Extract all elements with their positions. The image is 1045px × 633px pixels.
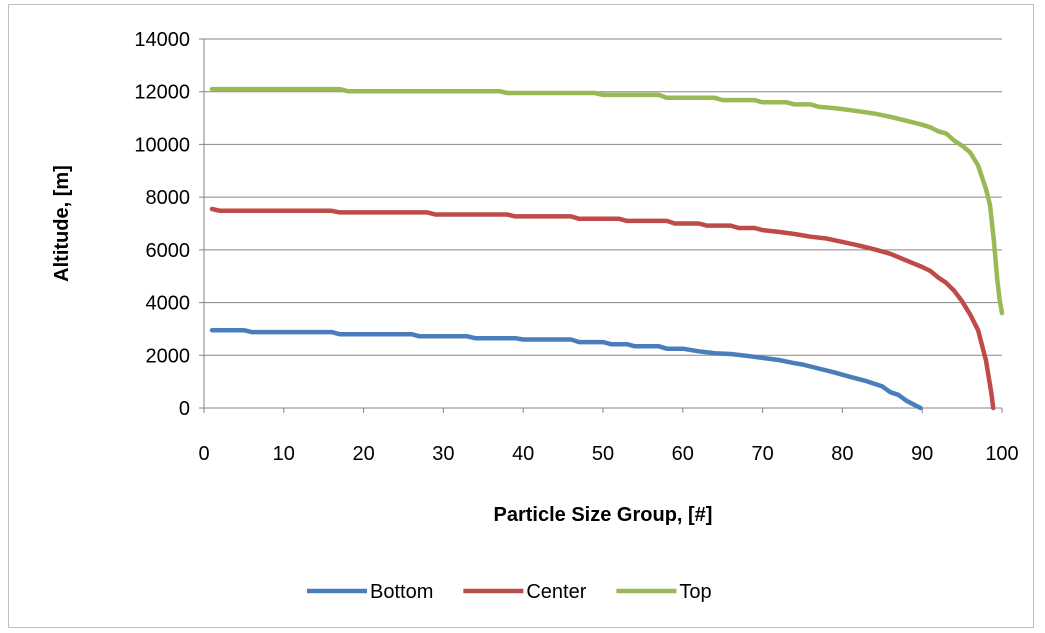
x-tick-label: 40 <box>512 443 534 465</box>
x-tick-label: 0 <box>198 443 209 465</box>
y-tick-label: 8000 <box>146 187 191 209</box>
x-tick-label: 30 <box>432 443 454 465</box>
axes <box>199 38 1003 413</box>
legend-item-top: Top <box>616 581 712 603</box>
x-tick-label: 20 <box>352 443 374 465</box>
x-tick-label: 80 <box>831 443 853 465</box>
x-tick-label: 90 <box>911 443 933 465</box>
x-axis-title: Particle Size Group, [#] <box>494 504 713 526</box>
x-tick-label: 60 <box>672 443 694 465</box>
legend-item-bottom: Bottom <box>307 581 433 603</box>
chart-frame: 0 2000 4000 6000 8000 10000 12000 14000 0 10 20 30 4… <box>8 4 1034 628</box>
y-tick-label: 4000 <box>146 293 191 315</box>
y-tick-label: 0 <box>179 398 190 420</box>
x-tick-label: 100 <box>985 443 1018 465</box>
y-axis-title: Altitude, [m] <box>51 165 73 282</box>
x-tick-label: 10 <box>273 443 295 465</box>
series-line-center <box>209 206 996 411</box>
chart-canvas: 0 2000 4000 6000 8000 10000 12000 14000 0 10 20 30 4… <box>51 29 1019 603</box>
y-tick-label: 2000 <box>146 345 191 367</box>
gridlines <box>204 38 1002 356</box>
y-tick-label: 14000 <box>134 29 190 51</box>
tick-labels: 0 2000 4000 6000 8000 10000 12000 14000 0 10 20 30 4… <box>134 29 1018 465</box>
legend-label: Top <box>679 581 711 603</box>
legend-item-center: Center <box>463 581 587 603</box>
series-lines <box>209 86 1005 411</box>
series-line-bottom <box>209 327 923 411</box>
y-tick-label: 10000 <box>134 134 190 156</box>
series-line-top <box>209 86 1005 316</box>
x-tick-label: 50 <box>592 443 614 465</box>
x-tick-label: 70 <box>751 443 773 465</box>
legend-label: Bottom <box>370 581 433 603</box>
legend: Bottom Center Top <box>307 581 712 603</box>
y-tick-label: 12000 <box>134 82 190 104</box>
y-tick-label: 6000 <box>146 240 191 262</box>
legend-label: Center <box>526 581 586 603</box>
